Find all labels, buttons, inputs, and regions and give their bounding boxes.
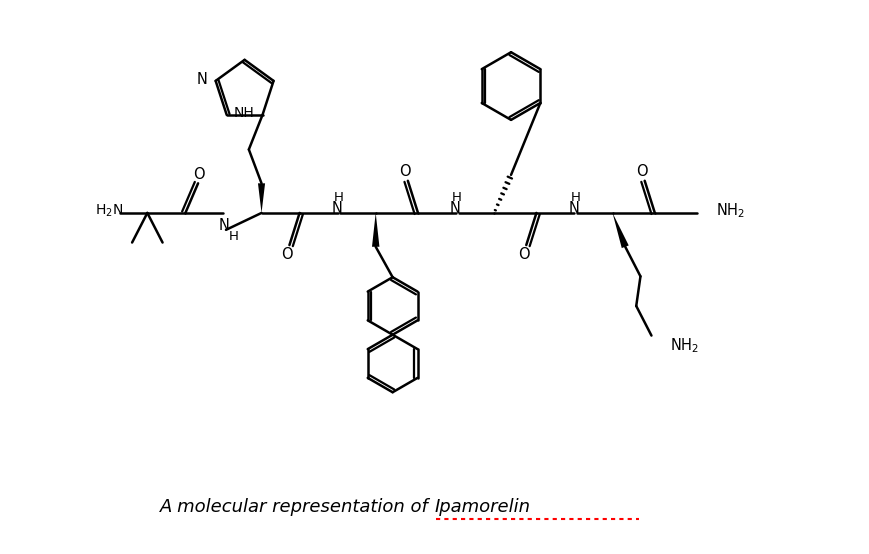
Text: O: O bbox=[518, 247, 529, 262]
Text: NH$_2$: NH$_2$ bbox=[670, 336, 699, 355]
Text: NH: NH bbox=[234, 106, 255, 120]
Text: N: N bbox=[568, 201, 579, 216]
Polygon shape bbox=[372, 213, 380, 247]
Text: H: H bbox=[334, 191, 343, 204]
Text: O: O bbox=[193, 167, 205, 182]
Text: O: O bbox=[400, 164, 411, 179]
Text: H: H bbox=[229, 230, 239, 243]
Text: N: N bbox=[196, 71, 207, 86]
Text: H: H bbox=[570, 191, 580, 204]
Text: N: N bbox=[450, 201, 461, 216]
Text: H$_2$N: H$_2$N bbox=[96, 202, 123, 219]
Text: N: N bbox=[219, 218, 229, 233]
Polygon shape bbox=[613, 213, 629, 248]
Text: H: H bbox=[452, 191, 461, 204]
Polygon shape bbox=[258, 183, 265, 213]
Text: O: O bbox=[281, 247, 293, 262]
Text: N: N bbox=[331, 201, 342, 216]
Text: NH$_2$: NH$_2$ bbox=[716, 201, 745, 220]
Text: A molecular representation of: A molecular representation of bbox=[160, 499, 434, 516]
Text: Ipamorelin: Ipamorelin bbox=[434, 499, 530, 516]
Text: O: O bbox=[636, 164, 648, 179]
